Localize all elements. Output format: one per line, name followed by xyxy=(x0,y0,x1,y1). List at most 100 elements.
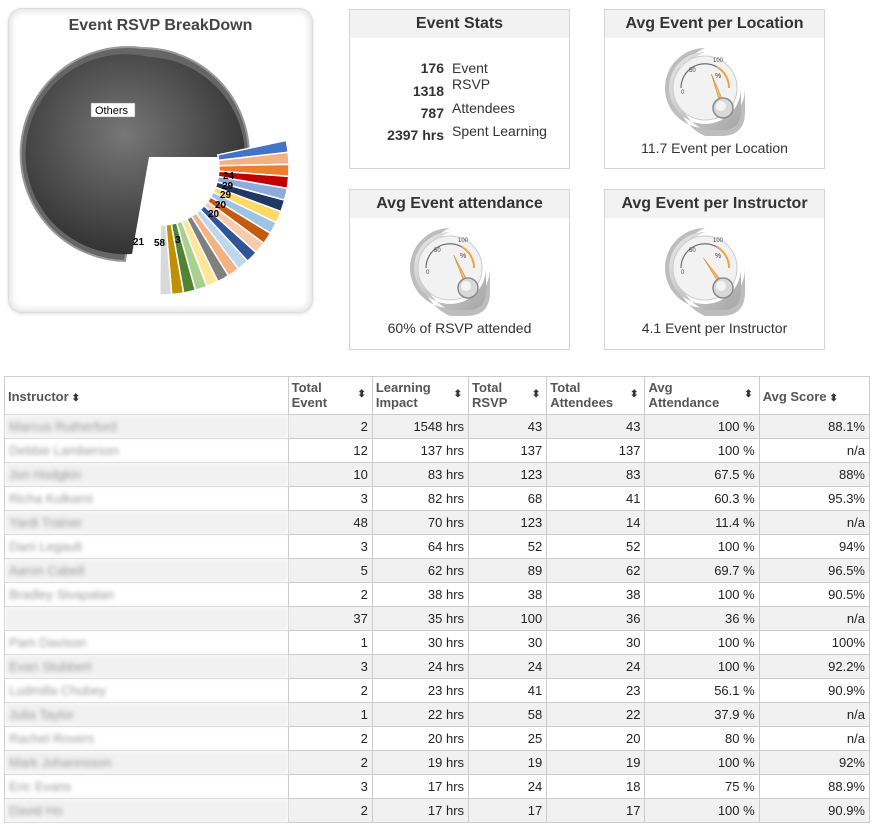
cell-instructor-name[interactable]: Debbie Lamberson xyxy=(4,438,289,463)
table-cell: 5 xyxy=(287,558,373,583)
rsvp-breakdown-card: Event RSVP BreakDown Others 24 29 29 20 … xyxy=(8,8,313,313)
sort-icon[interactable]: ⬍ xyxy=(357,389,366,400)
cell-instructor-name[interactable]: David Ho xyxy=(4,798,289,823)
table-cell: 2 xyxy=(287,798,373,823)
cell-instructor-name[interactable]: Rachel Rovers xyxy=(4,726,289,751)
cell-instructor-name[interactable]: Richa Kulkarni xyxy=(4,486,289,511)
table-row[interactable]: Dani Legault 3 64 hrs 52 52 100 % 94% xyxy=(4,534,871,559)
rsvp-pie-chart: Others 24 29 29 20 20 21 58 3 xyxy=(19,46,290,296)
table-cell: 3 xyxy=(287,654,373,679)
table-cell: n/a xyxy=(758,726,871,751)
table-cell: 3 xyxy=(287,486,373,511)
table-row[interactable]: Mark Johannsson 2 19 hrs 19 19 100 % 92% xyxy=(4,750,871,775)
col-header-total-rsvp[interactable]: Total RSVP ⬍ xyxy=(468,376,548,415)
table-cell: 3 xyxy=(287,774,373,799)
cell-instructor-name[interactable]: Dani Legault xyxy=(4,534,289,559)
table-cell: 100 % xyxy=(644,582,760,607)
table-cell: 67.5 % xyxy=(644,462,760,487)
table-row[interactable]: Eric Evans 3 17 hrs 24 18 75 % 88.9% xyxy=(4,774,871,799)
table-row[interactable]: Rachel Rovers 2 20 hrs 25 20 80 % n/a xyxy=(4,726,871,751)
table-row[interactable]: 37 35 hrs 100 36 36 % n/a xyxy=(4,606,871,631)
table-row[interactable]: Bradley Sivapalan 2 38 hrs 38 38 100 % 90.5% xyxy=(4,582,871,607)
col-header-total-attendees[interactable]: Total Attendees ⬍ xyxy=(546,376,646,415)
sort-icon[interactable]: ⬍ xyxy=(531,389,541,400)
pie-slice[interactable] xyxy=(158,223,173,296)
table-cell: 2 xyxy=(287,678,373,703)
table-cell: 38 xyxy=(468,582,548,607)
table-cell: 24 hrs xyxy=(371,654,470,679)
col-header-instructor[interactable]: Instructor ⬍ xyxy=(4,376,289,415)
table-cell: 41 xyxy=(468,678,548,703)
col-header-avg-attendance[interactable]: Avg Attendance ⬍ xyxy=(644,376,760,415)
table-cell: 30 xyxy=(546,630,646,655)
cell-instructor-name[interactable]: Yardi Trainer xyxy=(4,510,289,535)
cell-instructor-name[interactable]: Mark Johannsson xyxy=(4,750,289,775)
table-row[interactable]: David Ho 2 17 hrs 17 17 100 % 90.9% xyxy=(4,798,871,823)
instructor-gauge: 0 50 100 % xyxy=(665,228,745,316)
svg-text:50: 50 xyxy=(689,68,696,74)
event-stats-title: Event Stats xyxy=(350,10,569,38)
cell-instructor-name[interactable]: Julia Taylor xyxy=(4,702,289,727)
sort-icon[interactable]: ⬍ xyxy=(630,389,639,400)
table-cell: 75 % xyxy=(644,774,760,799)
cell-instructor-name[interactable]: Evan Stubbert xyxy=(4,654,289,679)
svg-text:%: % xyxy=(715,73,721,80)
col-header-total-event[interactable]: Total Event ⬍ xyxy=(287,376,373,415)
table-cell: 17 xyxy=(468,798,548,823)
svg-text:0: 0 xyxy=(681,270,685,276)
rsvp-breakdown-title: Event RSVP BreakDown xyxy=(68,17,253,34)
instructor-table: Instructor ⬍ Total Event ⬍ Learning Impact… xyxy=(4,376,871,823)
cell-instructor-name[interactable]: Marcus Rutherford xyxy=(4,414,289,439)
svg-text:50: 50 xyxy=(434,248,441,254)
table-cell: n/a xyxy=(758,510,871,535)
table-cell: 69.7 % xyxy=(644,558,760,583)
table-row[interactable]: Debbie Lamberson 12 137 hrs 137 137 100 % n/a xyxy=(4,438,871,463)
table-row[interactable]: Jon Hodgkin 10 83 hrs 123 83 67.5 % 88% xyxy=(4,462,871,487)
cell-instructor-name[interactable]: Ludmilla Chubey xyxy=(4,678,289,703)
cell-instructor-name[interactable]: Pam Davison xyxy=(4,630,289,655)
pie-slice-label: 29 xyxy=(220,190,232,201)
col-header-avg-score[interactable]: Avg Score ⬍ xyxy=(758,376,871,415)
table-cell: 137 hrs xyxy=(371,438,470,463)
sort-icon[interactable]: ⬍ xyxy=(71,393,81,404)
table-cell: 37 xyxy=(287,606,373,631)
pie-slice-label: 21 xyxy=(133,237,145,248)
table-row[interactable]: Julia Taylor 1 22 hrs 58 22 37.9 % n/a xyxy=(4,702,871,727)
table-cell: 95.3% xyxy=(758,486,871,511)
pie-slice-label: 58 xyxy=(154,238,166,249)
table-row[interactable]: Pam Davison 1 30 hrs 30 30 100 % 100% xyxy=(4,630,871,655)
table-cell: 36 % xyxy=(644,606,760,631)
cell-instructor-name[interactable]: Bradley Sivapalan xyxy=(4,582,289,607)
table-row[interactable]: Yardi Trainer 48 70 hrs 123 14 11.4 % n/a xyxy=(4,510,871,535)
pie-slice-label: 29 xyxy=(222,181,234,192)
table-cell: 23 hrs xyxy=(371,678,470,703)
table-row[interactable]: Richa Kulkarni 3 82 hrs 68 41 60.3 % 95.3% xyxy=(4,486,871,511)
table-cell: 1 xyxy=(287,630,373,655)
table-row[interactable]: Ludmilla Chubey 2 23 hrs 41 23 56.1 % 90.9% xyxy=(4,678,871,703)
table-cell: 88.1% xyxy=(758,414,871,439)
table-cell: 43 xyxy=(546,414,646,439)
table-cell: 43 xyxy=(468,414,548,439)
table-cell: 20 xyxy=(546,726,646,751)
sort-icon[interactable]: ⬍ xyxy=(829,393,838,404)
table-cell: 60.3 % xyxy=(644,486,760,511)
table-header-row: Instructor ⬍ Total Event ⬍ Learning Impact… xyxy=(4,376,871,415)
sort-icon[interactable]: ⬍ xyxy=(744,389,753,400)
col-header-learning-impact[interactable]: Learning Impact ⬍ xyxy=(371,376,470,415)
sort-icon[interactable]: ⬍ xyxy=(453,389,463,400)
pie-small-slices xyxy=(158,139,290,296)
table-cell: n/a xyxy=(758,438,871,463)
table-cell: 35 hrs xyxy=(371,606,470,631)
cell-instructor-name[interactable] xyxy=(4,606,289,631)
table-cell: 100 % xyxy=(644,654,760,679)
cell-instructor-name[interactable]: Eric Evans xyxy=(4,774,289,799)
cell-instructor-name[interactable]: Aaron Cabell xyxy=(4,558,289,583)
pie-slice-label: 20 xyxy=(215,200,227,211)
cell-instructor-name[interactable]: Jon Hodgkin xyxy=(4,462,289,487)
table-row[interactable]: Marcus Rutherford 2 1548 hrs 43 43 100 % 88.1% xyxy=(4,414,871,439)
table-cell: 48 xyxy=(287,510,373,535)
table-row[interactable]: Evan Stubbert 3 24 hrs 24 24 100 % 92.2% xyxy=(4,654,871,679)
table-cell: 92.2% xyxy=(758,654,871,679)
table-row[interactable]: Aaron Cabell 5 62 hrs 89 62 69.7 % 96.5% xyxy=(4,558,871,583)
table-cell: 17 xyxy=(546,798,646,823)
